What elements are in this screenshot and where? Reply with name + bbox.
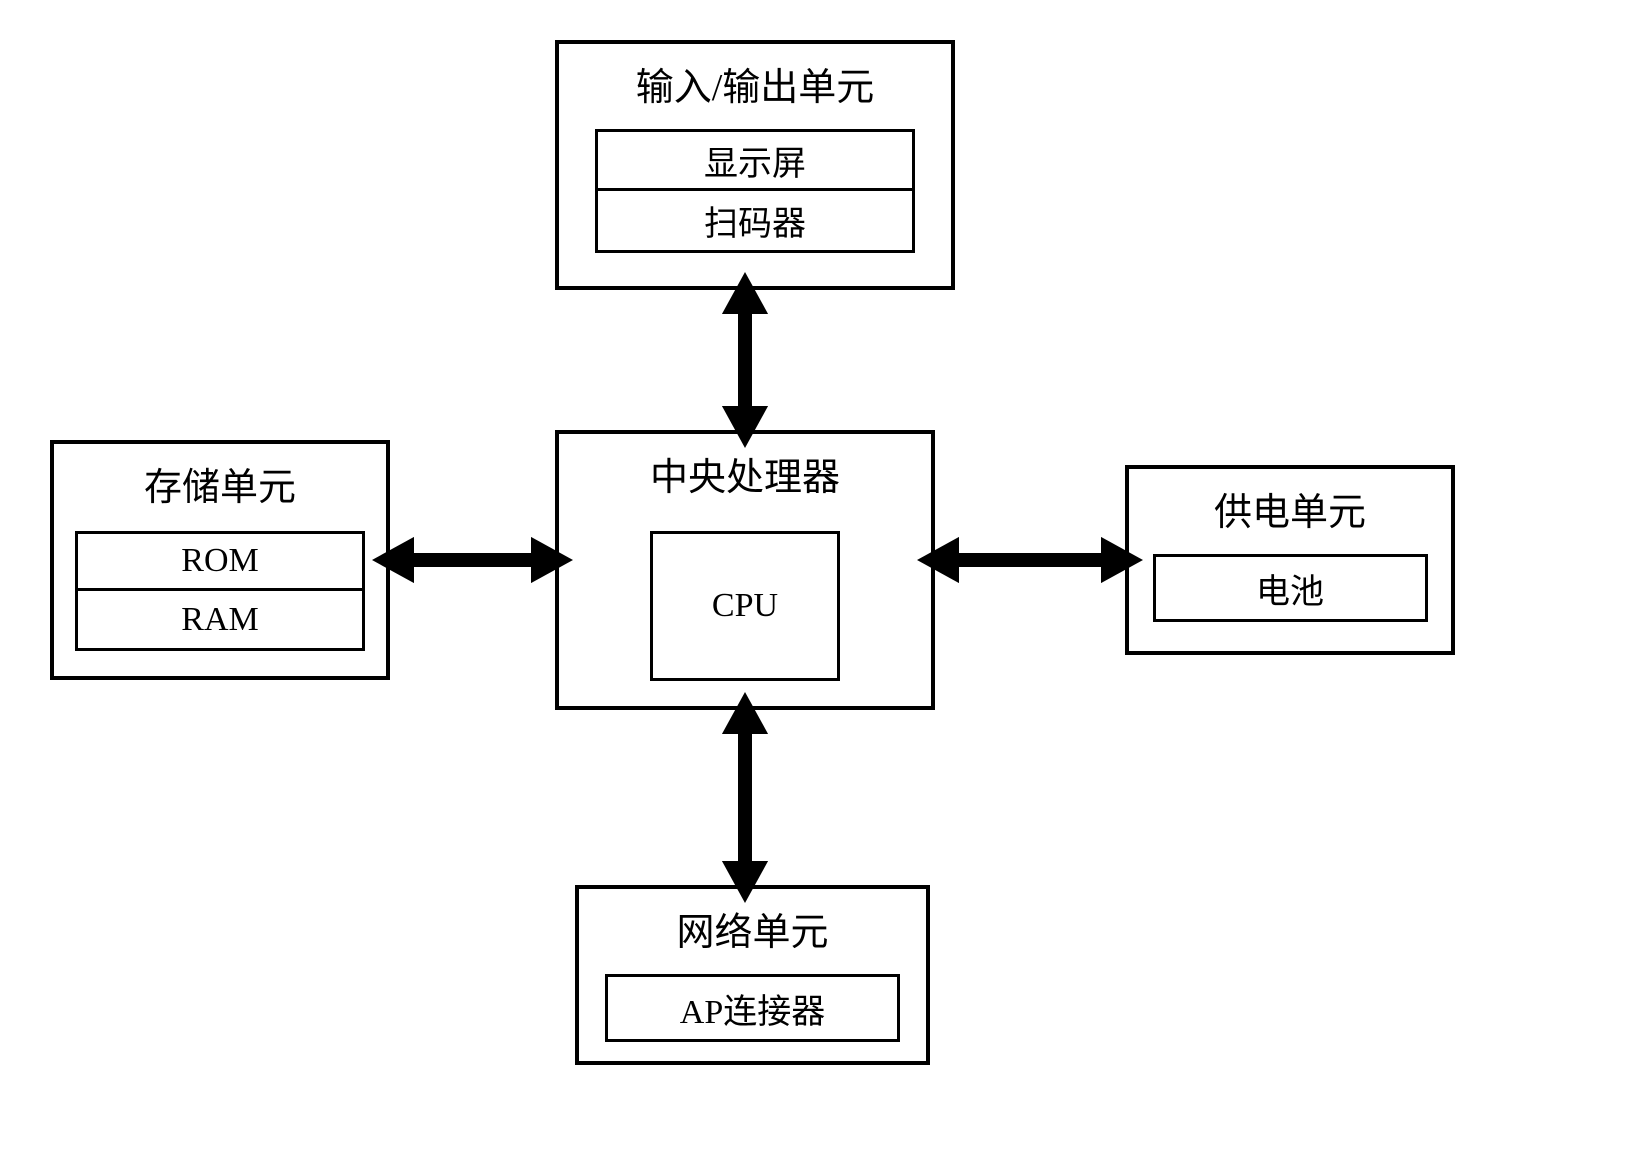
arrows-layer bbox=[0, 0, 1648, 1160]
block-diagram: 输入/输出单元 显示屏 扫码器 存储单元 ROM RAM 中央处理器 CPU 供… bbox=[0, 0, 1648, 1160]
